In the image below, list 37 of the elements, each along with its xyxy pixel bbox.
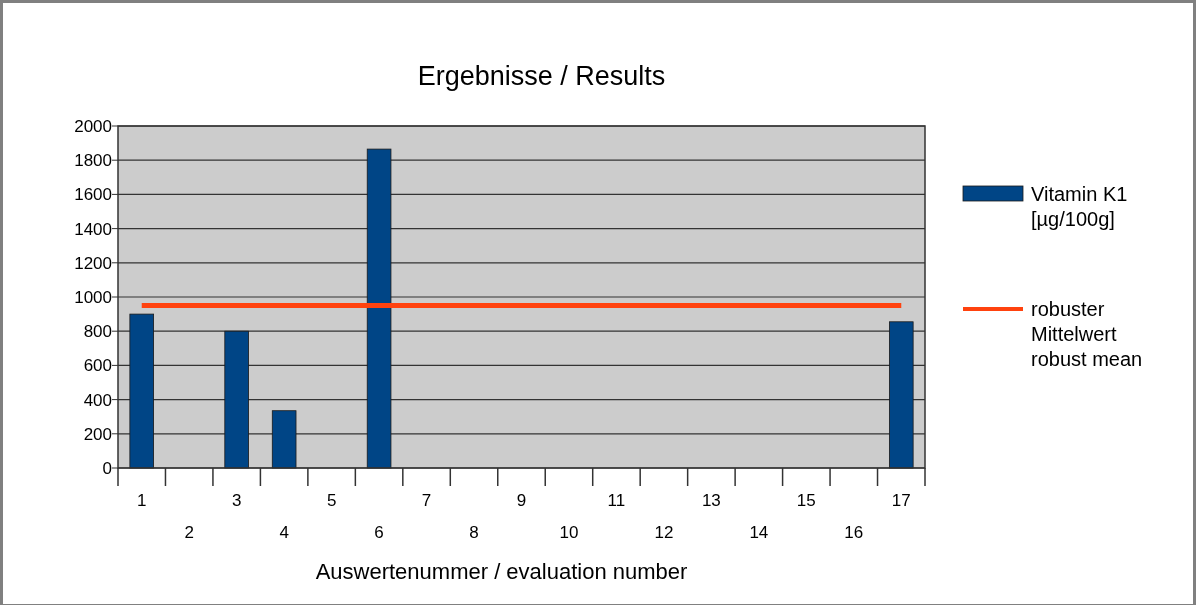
bar	[889, 321, 914, 469]
bar	[129, 313, 154, 469]
x-tick-label: 5	[326, 491, 337, 510]
x-tick-label: 6	[374, 523, 384, 542]
y-tick-label: 1600	[74, 185, 112, 205]
x-tick-label: 14	[749, 523, 769, 542]
y-tick-label: 2000	[74, 117, 112, 136]
x-tick-label: 16	[844, 523, 864, 542]
y-tick-label: 200	[83, 424, 112, 444]
x-axis-title: Auswertenummer / evaluation number	[315, 559, 688, 584]
y-tick-label: 0	[102, 459, 112, 478]
legend-label: robuster Mittelwert robust mean	[1031, 298, 1143, 370]
x-tick-label: 3	[231, 491, 242, 510]
x-tick-label: 12	[654, 523, 674, 542]
x-tick-label: 15	[796, 491, 816, 510]
y-tick-label: 1400	[74, 219, 112, 239]
bar	[224, 330, 249, 469]
x-tick-label: 8	[469, 523, 479, 542]
y-tick-label: 400	[83, 390, 112, 410]
y-tick-label: 1200	[74, 253, 112, 273]
y-tick-label: 600	[83, 356, 112, 376]
x-tick-label: 9	[516, 491, 527, 510]
y-tick-label: 1800	[74, 151, 112, 171]
y-tick-label: 1000	[74, 288, 112, 307]
y-tick-label: 800	[83, 322, 112, 342]
x-tick-label: 1	[137, 491, 147, 510]
x-tick-label: 11	[607, 491, 626, 510]
bar	[366, 148, 392, 469]
x-tick-label: 7	[421, 491, 432, 510]
bar	[271, 410, 297, 469]
legend-label: Vitamin K1 [µg/100g]	[1031, 183, 1128, 230]
x-tick-label: 17	[891, 491, 911, 510]
x-tick-label: 10	[559, 523, 579, 542]
chart-title: Ergebnisse / Results	[417, 61, 666, 91]
x-tick-label: 4	[279, 523, 289, 542]
x-tick-label: 2	[184, 523, 194, 542]
x-tick-label: 13	[701, 491, 721, 510]
